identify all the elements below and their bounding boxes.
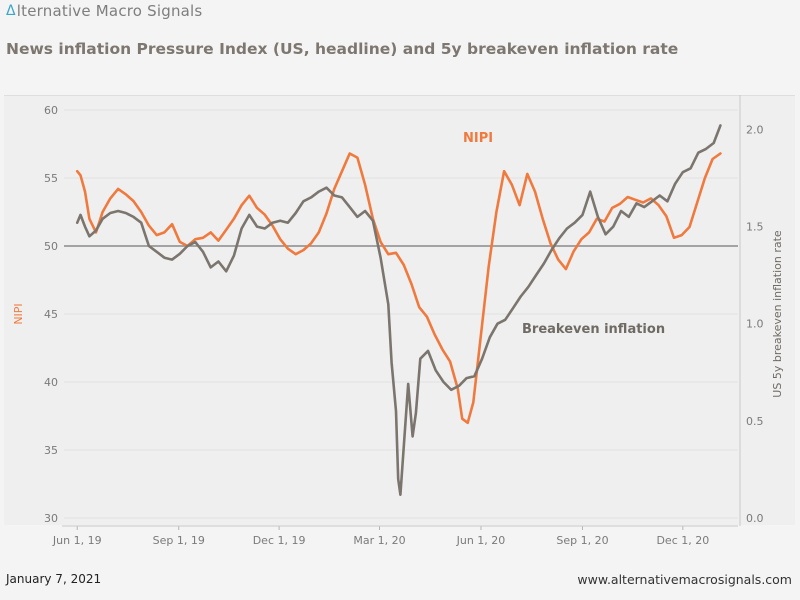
nipi-series-label: NIPI [463,131,493,146]
y-right-axis-title: US 5y breakeven inflation rate [771,230,784,398]
x-tick-label: Jun 1, 19 [52,534,102,547]
breakeven-series-label: Breakeven inflation [522,322,665,337]
x-tick-label: Mar 1, 20 [353,534,405,547]
series-line-nipi [75,152,722,425]
y-left-axis-title: NIPI [12,303,25,324]
y-left-tick-label: 55 [44,172,58,185]
page-title: News inflation Pressure Index (US, headl… [6,40,679,58]
y-right-tick-label: 1.0 [746,318,764,331]
x-tick-label: Sep 1, 20 [556,534,608,547]
y-left-tick-label: 45 [44,308,58,321]
y-right-tick-label: 1.5 [746,221,764,234]
y-right-tick-label: 2.0 [746,123,764,136]
series-line-breakeven [75,124,722,497]
y-right-tick-label: 0.0 [746,512,764,525]
y-left-tick-label: 30 [44,512,58,525]
y-left-tick-label: 50 [44,240,58,253]
y-right-tick-label: 0.5 [746,415,764,428]
x-tick-label: Dec 1, 19 [253,534,306,547]
footer-url: www.alternativemacrosignals.com [577,572,792,587]
x-tick-label: Jun 1, 20 [456,534,506,547]
brand-name: lternative Macro Signals [16,2,203,20]
brand-logo: Δ lternative Macro Signals [6,2,202,20]
x-tick-label: Sep 1, 19 [153,534,205,547]
y-left-tick-label: 40 [44,376,58,389]
x-tick-label: Dec 1, 20 [656,534,709,547]
y-left-tick-label: 60 [44,104,58,117]
y-left-tick-label: 35 [44,444,58,457]
footer-date: January 7, 2021 [6,572,102,586]
triangle-logo-icon: Δ [6,3,16,19]
chart-panel [4,95,795,525]
